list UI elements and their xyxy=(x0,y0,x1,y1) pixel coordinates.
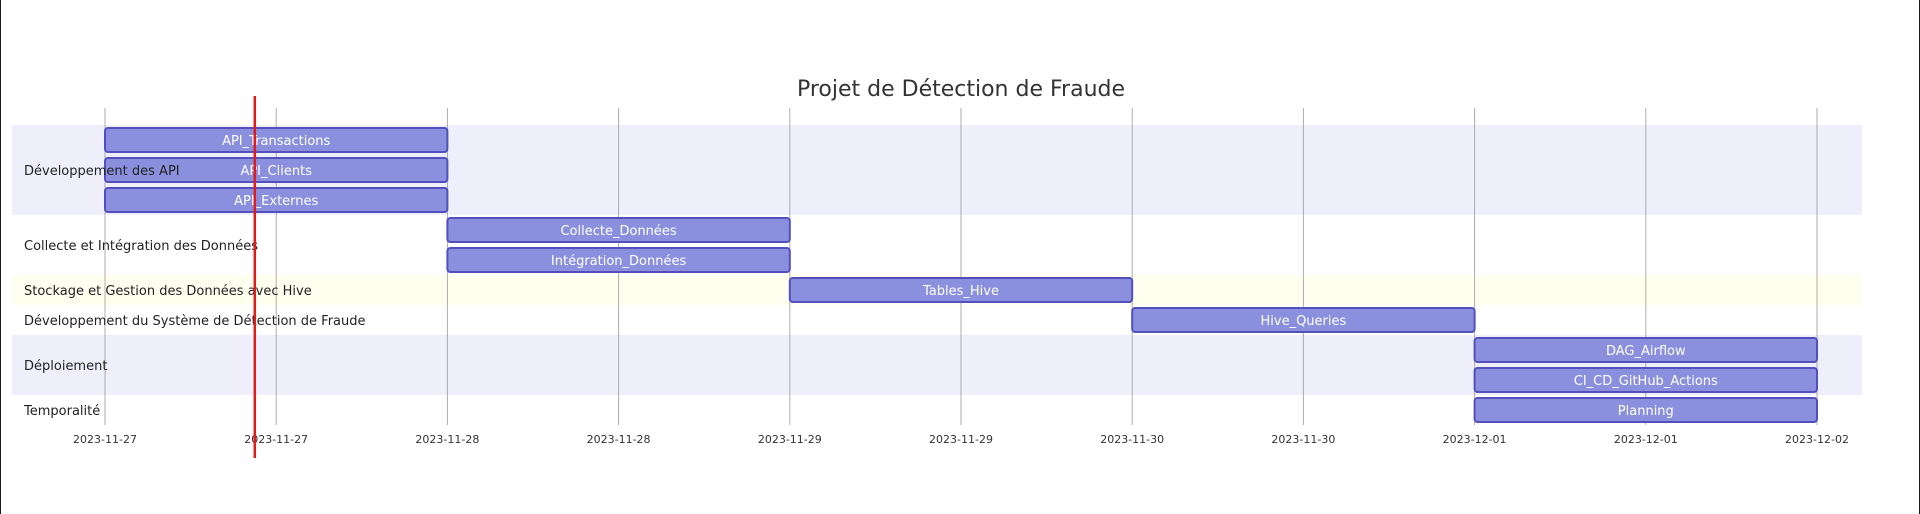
task-label: Planning xyxy=(1618,404,1674,419)
task-bar[interactable] xyxy=(104,157,449,183)
task-bar[interactable] xyxy=(788,277,1134,303)
task-bar[interactable] xyxy=(446,247,791,273)
task-bar[interactable] xyxy=(1473,367,1818,393)
task-bar[interactable] xyxy=(104,187,449,213)
task-label: Hive_Queries xyxy=(1261,314,1347,329)
x-tick-label: 2023-11-30 xyxy=(1100,433,1164,446)
x-tick-label: 2023-11-30 xyxy=(1271,433,1335,446)
x-tick-label: 2023-11-27 xyxy=(244,433,308,446)
task-bar[interactable] xyxy=(1473,397,1818,423)
section-label: Développement du Système de Détection de… xyxy=(24,314,366,329)
section-label: Déploiement xyxy=(24,359,107,374)
x-tick-label: 2023-11-29 xyxy=(758,433,822,446)
task-label: CI_CD_GitHub_Actions xyxy=(1574,374,1718,389)
section-labels: Développement des API Collecte et Intégra… xyxy=(23,164,366,419)
task-bar[interactable] xyxy=(446,217,791,243)
section-band xyxy=(12,215,1862,275)
task-label: DAG_Airflow xyxy=(1606,344,1686,359)
task-label: API_Clients xyxy=(240,164,312,179)
task-bar[interactable] xyxy=(1131,307,1476,333)
task-bar[interactable] xyxy=(1473,337,1818,363)
x-tick-label: 2023-11-28 xyxy=(415,433,479,446)
task-label: Tables_Hive xyxy=(922,284,999,299)
x-tick-labels: 2023-11-27 2023-11-27 2023-11-28 2023-11-28… xyxy=(73,433,1849,446)
section-label: Collecte et Intégration des Données xyxy=(24,239,258,254)
task-label: API_Externes xyxy=(234,194,318,209)
task-label: API_Transactions xyxy=(222,134,330,149)
x-tick-label: 2023-11-27 xyxy=(73,433,137,446)
x-tick-label: 2023-12-01 xyxy=(1443,433,1507,446)
section-label: Développement des API xyxy=(24,164,180,179)
chart-title: Projet de Détection de Fraude xyxy=(797,77,1125,102)
section-band xyxy=(12,305,1862,335)
task-label: Intégration_Données xyxy=(551,254,687,269)
section-label: Stockage et Gestion des Données avec Hiv… xyxy=(24,284,312,299)
task-bars: API_Transactions API_Clients API_Externes C… xyxy=(104,127,1818,423)
section-label: Temporalité xyxy=(23,404,100,419)
x-tick-label: 2023-11-29 xyxy=(929,433,993,446)
task-label: Collecte_Données xyxy=(560,224,676,239)
x-tick-label: 2023-12-02 xyxy=(1785,433,1849,446)
x-tick-label: 2023-11-28 xyxy=(587,433,651,446)
x-tick-label: 2023-12-01 xyxy=(1614,433,1678,446)
task-bar[interactable] xyxy=(104,127,449,153)
